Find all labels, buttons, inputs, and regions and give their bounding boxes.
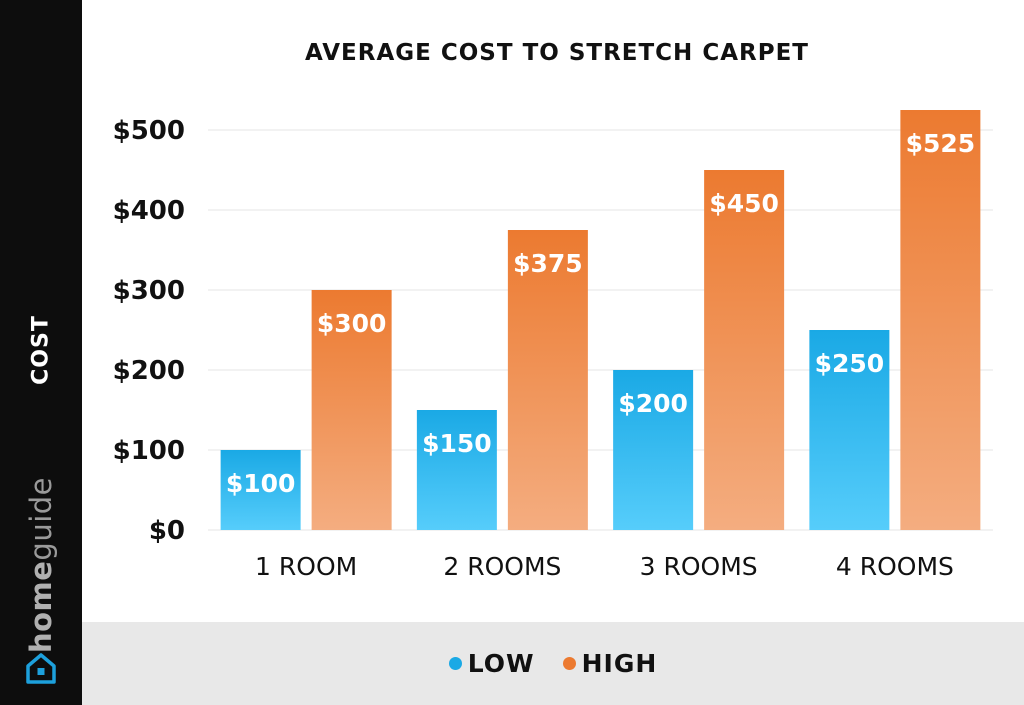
y-tick-label: $100 (113, 436, 185, 466)
data-label-high-2: $375 (513, 249, 583, 278)
data-label-high-4: $525 (906, 129, 976, 158)
legend-item-high: HIGH (562, 649, 658, 678)
bar-low-3 (613, 370, 694, 530)
legend-label-low: LOW (467, 649, 535, 678)
sidebar: COST homeguide (0, 0, 82, 705)
data-label-low-3: $200 (618, 389, 688, 418)
x-tick-label: 3 ROOMS (640, 552, 758, 581)
legend: LOW HIGH (82, 622, 1024, 705)
data-label-low-4: $250 (815, 349, 885, 378)
legend-item-low: LOW (448, 649, 535, 678)
data-label-high-3: $450 (709, 189, 779, 218)
y-tick-label: $500 (113, 116, 185, 146)
bar-high-2 (507, 230, 588, 530)
x-tick-label: 1 ROOM (255, 552, 357, 581)
labels: $0 $100 $200 $300 $400 $500 $100 $300 1 ROOM $150… (113, 116, 976, 581)
y-tick-label: $400 (113, 196, 185, 226)
x-tick-label: 4 ROOMS (836, 552, 954, 581)
house-icon (26, 653, 56, 684)
y-tick-label: $200 (113, 356, 185, 386)
legend-label-high: HIGH (581, 649, 658, 678)
chart-title: AVERAGE COST TO STRETCH CARPET (305, 40, 809, 66)
bar-high-1 (311, 290, 392, 530)
bar-high-3 (704, 170, 785, 530)
x-tick-label: 2 ROOMS (443, 552, 561, 581)
data-label-high-1: $300 (317, 309, 387, 338)
bar-low-2 (416, 410, 497, 530)
legend-swatch-low (448, 657, 462, 670)
y-tick-label: $0 (149, 516, 185, 546)
bars (220, 110, 981, 530)
data-label-low-2: $150 (422, 429, 492, 458)
bar-high-4 (900, 110, 981, 530)
legend-swatch-high (562, 657, 576, 670)
bar-low-4 (809, 330, 890, 530)
data-label-low-1: $100 (226, 469, 296, 498)
bar-low-1 (220, 450, 301, 530)
y-tick-label: $300 (113, 276, 185, 306)
legend-bar (82, 622, 1024, 705)
